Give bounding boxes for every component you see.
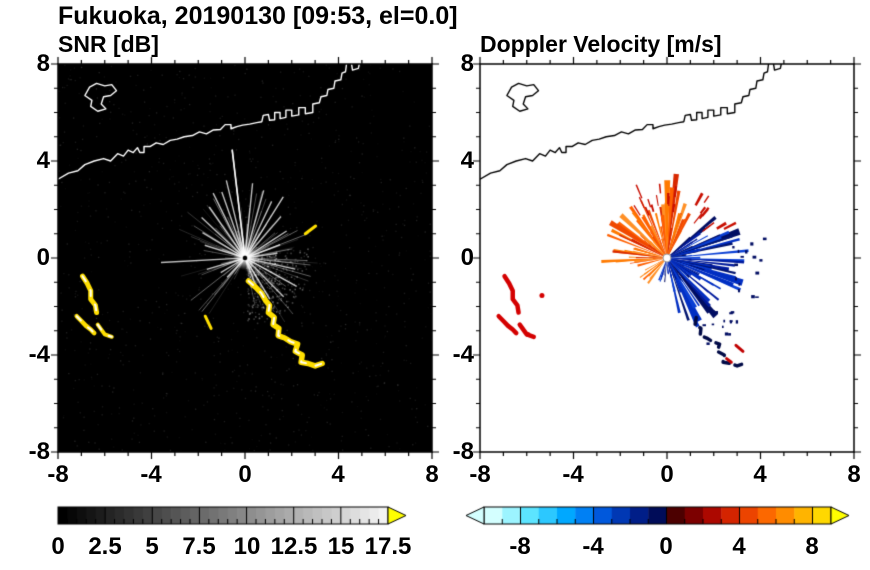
doppler-y-tick-label-2: 0 [460,244,474,271]
snr-cbar-label-0: 0 [51,533,65,560]
figure-title: Fukuoka, 20190130 [09:53, el=0.0] [58,2,458,30]
snr-y-tick-label-3: -4 [28,341,50,368]
snr-cbar-label-6: 15 [327,533,355,560]
snr-cbar-label-7: 17.5 [364,533,412,560]
snr-cbar-label-5: 12.5 [270,533,318,560]
doppler-y-tick-label-1: 4 [460,147,474,174]
doppler-x-tick-label-4: 8 [847,461,861,488]
snr-cbar-label-1: 2.5 [88,533,122,560]
snr-x-tick-label-0: -8 [47,461,69,488]
doppler-y-tick-label-4: -8 [452,438,474,465]
doppler-panel-title: Doppler Velocity [m/s] [480,31,722,57]
snr-x-tick-label-3: 4 [331,461,345,488]
doppler-cbar-label-1: -4 [582,533,604,560]
snr-x-tick-label-4: 8 [425,461,439,488]
snr-x-tick-label-1: -4 [140,461,162,488]
doppler-x-tick-label-0: -8 [469,461,491,488]
snr-cbar-label-2: 5 [145,533,159,560]
doppler-cbar-label-3: 4 [732,533,746,560]
doppler-cbar-label-0: -8 [509,533,531,560]
doppler-x-tick-label-3: 4 [753,461,767,488]
doppler-y-tick-label-3: -4 [452,341,474,368]
snr-y-tick-label-2: 0 [36,244,50,271]
snr-y-tick-label-4: -8 [28,438,50,465]
doppler-x-tick-label-2: 0 [660,461,674,488]
snr-panel-title: SNR [dB] [58,31,159,57]
snr-x-tick-label-2: 0 [238,461,252,488]
snr-y-tick-label-0: 8 [36,50,50,77]
snr-y-tick-label-1: 4 [36,147,50,174]
snr-cbar-label-4: 10 [233,533,261,560]
doppler-cbar-label-4: 8 [805,533,819,560]
doppler-cbar-label-2: 0 [659,533,673,560]
doppler-x-tick-label-1: -4 [562,461,584,488]
snr-cbar-label-3: 7.5 [182,533,216,560]
doppler-y-tick-label-0: 8 [460,50,474,77]
